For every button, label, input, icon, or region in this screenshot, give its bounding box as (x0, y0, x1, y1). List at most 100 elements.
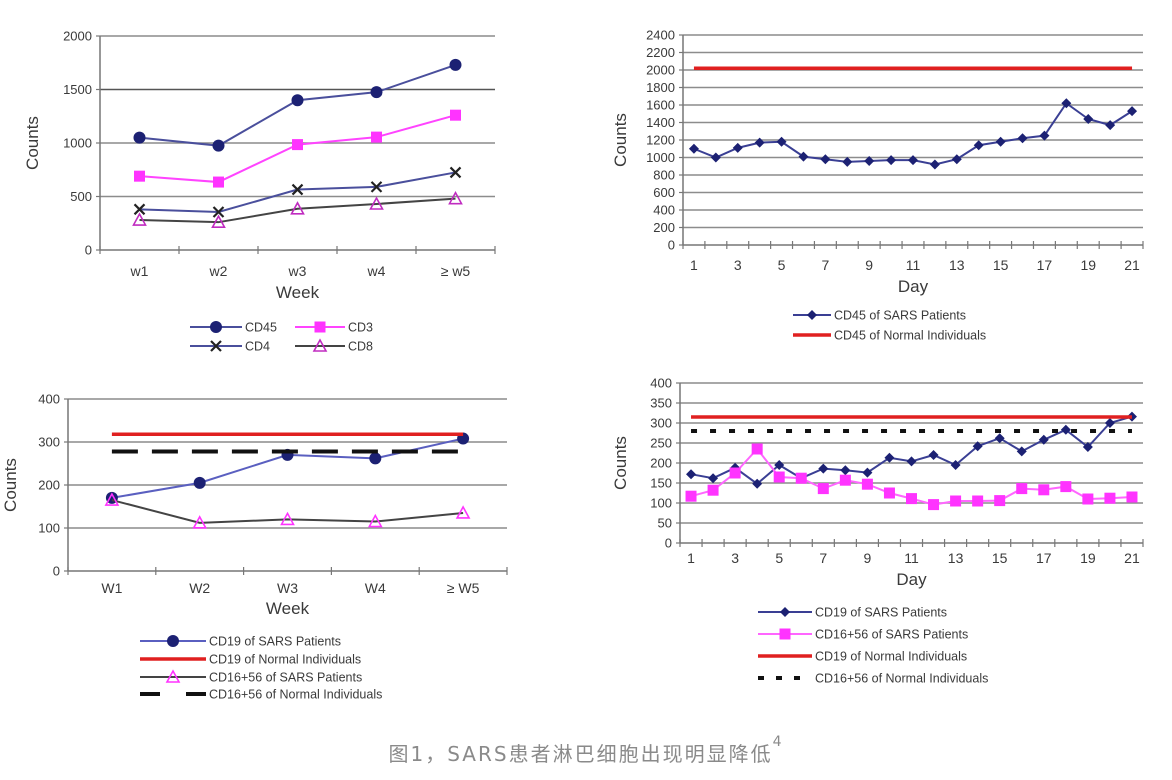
y-axis-title: Counts (1, 458, 20, 512)
data-point (1082, 493, 1094, 505)
legend-label: CD4 (245, 340, 270, 354)
x-tick-label: 5 (778, 257, 786, 273)
data-point (950, 460, 961, 470)
data-point (290, 201, 305, 215)
x-axis-title: Day (896, 570, 927, 589)
y-tick-label: 200 (650, 456, 672, 471)
legend-item: CD16+56 of SARS Patients (140, 669, 362, 685)
data-point (773, 471, 785, 483)
data-point (133, 131, 146, 144)
x-tick-label: W3 (277, 580, 298, 596)
legend-item: CD19 of Normal Individuals (758, 650, 967, 664)
data-point (751, 443, 763, 455)
series-cd45-of-sars-patients (688, 98, 1138, 170)
legend-marker (312, 338, 328, 352)
data-point (928, 450, 939, 460)
data-point (1104, 418, 1115, 428)
data-point (1038, 434, 1049, 445)
data-point (1126, 491, 1138, 503)
legend-label: CD19 of Normal Individuals (815, 650, 967, 664)
data-point (133, 203, 146, 216)
x-tick-label: w1 (130, 263, 149, 279)
data-point (906, 456, 917, 467)
y-tick-label: 2200 (646, 45, 675, 60)
data-point (1105, 120, 1116, 131)
legend-item: CD3 (295, 321, 373, 335)
y-tick-label: 1500 (63, 82, 92, 97)
series-line (111, 499, 464, 524)
series-line (139, 197, 456, 224)
data-point (193, 476, 206, 489)
y-tick-label: 300 (650, 416, 672, 431)
x-tick-label: ≥ W5 (447, 580, 480, 596)
x-tick-label: w2 (209, 263, 228, 279)
y-tick-label: 150 (650, 476, 672, 491)
legend-item: CD4 (190, 340, 270, 354)
x-tick-label: 15 (993, 257, 1009, 273)
data-point (951, 154, 962, 165)
x-tick-label: 9 (865, 257, 873, 273)
data-point (752, 478, 763, 489)
y-tick-label: 800 (653, 168, 675, 183)
series-line (111, 437, 464, 499)
legend-item: CD19 of Normal Individuals (140, 653, 361, 667)
series-cd4 (133, 166, 462, 218)
x-tick-label: 1 (687, 550, 695, 566)
legend-item: CD19 of SARS Patients (140, 635, 341, 649)
x-tick-label: 15 (992, 550, 1008, 566)
y-tick-label: 1000 (63, 136, 92, 151)
data-point (798, 151, 809, 162)
data-point (192, 515, 208, 529)
data-point (449, 58, 462, 71)
x-tick-label: W1 (101, 580, 122, 596)
data-point (908, 155, 918, 166)
data-point (1060, 424, 1071, 435)
series-cd16-56-of-sars-patients (104, 492, 471, 529)
data-point (795, 472, 807, 484)
x-tick-label: 11 (906, 257, 921, 273)
caption-text: 图1，SARS患者淋巴细胞出现明显降低 (388, 742, 773, 766)
data-point (688, 143, 699, 154)
series-cd3 (134, 109, 461, 188)
data-point (104, 492, 120, 506)
y-tick-label: 2000 (646, 63, 675, 78)
y-tick-label: 1400 (646, 115, 675, 130)
x-tick-label: 19 (1080, 550, 1096, 566)
x-tick-label: 13 (948, 550, 964, 566)
data-point (1017, 133, 1028, 144)
y-tick-label: 1600 (646, 98, 675, 113)
data-point (370, 181, 383, 193)
y-tick-label: 500 (70, 189, 92, 204)
data-point (371, 131, 382, 143)
data-point (211, 214, 226, 228)
data-point (132, 212, 147, 226)
data-point (710, 152, 721, 163)
data-point (972, 495, 984, 507)
legend-label: CD19 of SARS Patients (209, 635, 341, 649)
y-tick-label: 50 (658, 516, 672, 531)
data-point (862, 467, 873, 478)
y-tick-label: 1800 (646, 80, 675, 95)
chart-2: 0 200 400 600 800 1000 1200 1400 1600 1800 2000 220… (611, 28, 1144, 343)
data-point (1082, 442, 1093, 452)
data-point (686, 469, 697, 480)
data-point (685, 490, 697, 502)
x-tick-label: 5 (775, 550, 783, 566)
legend-label: CD45 of SARS Patients (834, 309, 966, 323)
chart-1: 0 500 1000 1500 2000 w1 w2 w3 w4 ≥ w5 Week Counts CD… (23, 29, 496, 354)
data-point (370, 86, 383, 99)
data-point (864, 156, 875, 166)
data-point (292, 139, 303, 151)
legend-item: CD45 (190, 321, 277, 335)
legend-marker (210, 321, 222, 333)
data-point (906, 493, 917, 505)
data-point (861, 478, 873, 490)
data-point (369, 196, 384, 210)
x-tick-label: 21 (1124, 550, 1140, 566)
data-point (732, 142, 743, 153)
x-tick-label: 13 (949, 257, 965, 273)
legend-item: CD19 of SARS Patients (758, 606, 947, 620)
x-tick-label: W2 (189, 580, 210, 596)
y-axis-title: Counts (23, 116, 42, 170)
x-tick-label: w3 (288, 263, 307, 279)
